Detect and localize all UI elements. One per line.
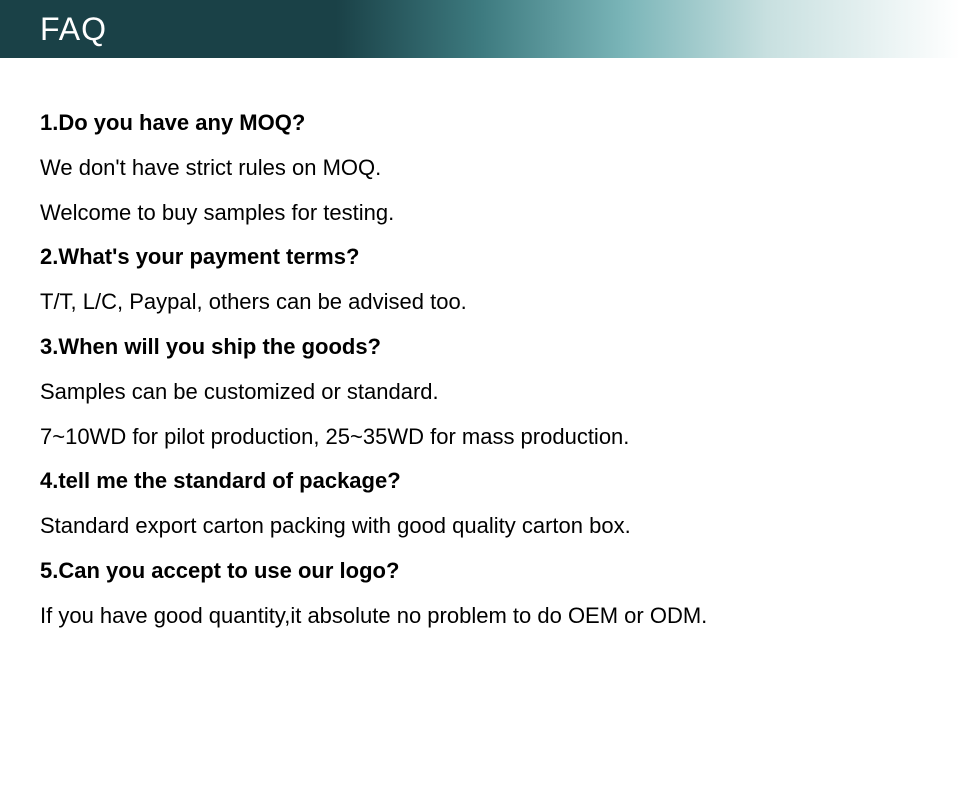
faq-answer-4-line-1: Standard export carton packing with good…: [40, 511, 920, 542]
faq-question-4: 4.tell me the standard of package?: [40, 466, 920, 497]
faq-question-5: 5.Can you accept to use our logo?: [40, 556, 920, 587]
faq-title: FAQ: [40, 11, 107, 48]
faq-answer-2-line-1: T/T, L/C, Paypal, others can be advised …: [40, 287, 920, 318]
faq-answer-1-line-2: Welcome to buy samples for testing.: [40, 198, 920, 229]
faq-answer-3-line-1: Samples can be customized or standard.: [40, 377, 920, 408]
faq-header-banner: FAQ: [0, 0, 960, 58]
faq-answer-3-line-2: 7~10WD for pilot production, 25~35WD for…: [40, 422, 920, 453]
faq-content: 1.Do you have any MOQ? We don't have str…: [0, 58, 960, 666]
faq-answer-1-line-1: We don't have strict rules on MOQ.: [40, 153, 920, 184]
faq-question-2: 2.What's your payment terms?: [40, 242, 920, 273]
faq-question-3: 3.When will you ship the goods?: [40, 332, 920, 363]
faq-answer-5-line-1: If you have good quantity,it absolute no…: [40, 601, 920, 632]
faq-question-1: 1.Do you have any MOQ?: [40, 108, 920, 139]
